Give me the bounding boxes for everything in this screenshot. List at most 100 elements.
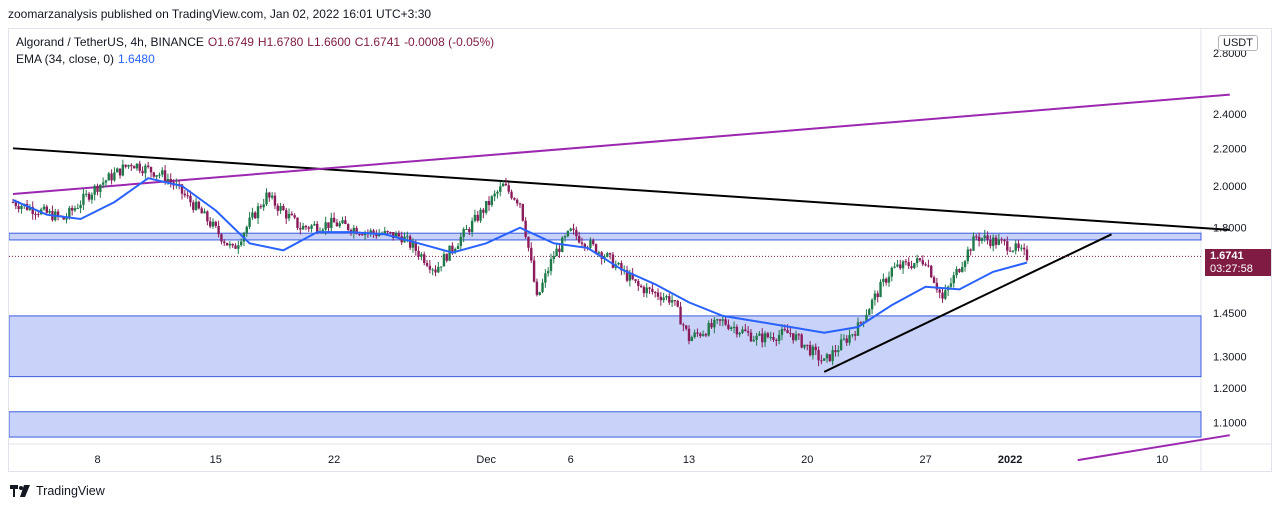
candle-body <box>130 164 133 167</box>
candle-body <box>628 273 632 281</box>
candle-body <box>324 222 327 230</box>
candle-body <box>161 170 164 175</box>
candle-body <box>848 335 851 343</box>
candle-body <box>958 269 961 272</box>
candle-body <box>186 195 189 197</box>
candle-body <box>839 339 843 351</box>
candle-body <box>434 269 437 273</box>
candle-body <box>884 278 888 283</box>
candle-body <box>42 206 46 210</box>
candle-body <box>307 227 310 229</box>
candle-body <box>459 236 463 246</box>
candle-body <box>654 292 657 294</box>
candle-body <box>183 193 187 196</box>
candle-body <box>597 252 601 254</box>
candle-body <box>206 211 209 222</box>
ema-line <box>12 177 1028 334</box>
candle-body <box>124 164 127 167</box>
low-value: L1.6600 <box>307 35 351 49</box>
candle-body <box>335 222 339 227</box>
last-price-badge: 1.6741 03:27:58 <box>1205 249 1271 276</box>
time-tick-label: 13 <box>683 454 695 466</box>
candle-body <box>831 350 834 362</box>
candle-body <box>431 269 434 271</box>
candle-body <box>372 230 375 234</box>
time-tick-label: 27 <box>919 454 931 466</box>
candle-body <box>555 248 558 257</box>
candle-body <box>20 205 23 210</box>
close-value: C1.6741 <box>354 35 401 49</box>
candle-body <box>448 245 451 261</box>
candle-body <box>997 239 1001 245</box>
candle-body <box>144 165 147 174</box>
candle-body <box>107 173 110 181</box>
candle-body <box>301 225 305 230</box>
candle-body <box>485 200 488 213</box>
candle-body <box>490 196 494 206</box>
candle-body <box>775 339 778 341</box>
candle-body <box>777 334 781 341</box>
candle-body <box>662 297 665 301</box>
time-tick-label: 10 <box>1156 454 1168 466</box>
candle-body <box>851 334 854 336</box>
candle-body <box>921 260 924 265</box>
candle-body <box>290 213 294 216</box>
candle-body <box>828 354 832 362</box>
candle-body <box>592 240 595 245</box>
publish-header: zoomarzanalysis published on TradingView… <box>8 7 432 21</box>
tradingview-brand[interactable]: TradingView <box>10 484 105 498</box>
candle-body <box>392 232 395 239</box>
candle-body <box>713 319 716 328</box>
candle-body <box>915 258 919 264</box>
price-chart[interactable]: 2.80002.40002.20002.00001.80001.45001.30… <box>9 29 1271 471</box>
candle-body <box>158 174 161 176</box>
chart-frame[interactable]: 2.8000 2.4000 2.2000 2.0000 1.8000 1.4500 1.30… <box>8 28 1272 472</box>
candle-body <box>715 319 719 321</box>
candle-body <box>451 245 454 252</box>
candle-body <box>79 204 82 209</box>
candle-body <box>45 206 48 213</box>
candle-body <box>893 266 896 268</box>
candle-body <box>414 242 417 251</box>
candle-body <box>521 204 525 221</box>
candle-body <box>625 270 629 281</box>
candle-body <box>752 339 755 342</box>
candle-body <box>118 168 122 176</box>
candle-body <box>901 261 905 269</box>
candle-body <box>800 334 803 348</box>
candle-body <box>853 334 857 336</box>
candle-body <box>882 278 885 282</box>
price-tick-label: 2.0000 <box>1213 181 1247 193</box>
candle-body <box>927 265 930 267</box>
candle-body <box>121 164 125 176</box>
candle-body <box>96 185 99 192</box>
candle-body <box>62 216 65 220</box>
candle-body <box>313 223 316 226</box>
candle-body <box>789 333 792 335</box>
candle-body <box>316 223 319 232</box>
candle-body <box>141 170 144 174</box>
candle-body <box>341 220 344 224</box>
candle-body <box>727 324 730 329</box>
candle-body <box>975 236 978 238</box>
candle-body <box>14 202 18 207</box>
candle-body <box>868 309 871 315</box>
candle-body <box>262 204 265 208</box>
candle-body <box>470 220 474 233</box>
candle-body <box>155 175 158 177</box>
candle-body <box>468 229 471 233</box>
candle-body <box>220 234 223 242</box>
candle-body <box>896 264 899 267</box>
candle-body <box>944 290 947 299</box>
candle-body <box>1022 247 1026 250</box>
candle-body <box>972 236 975 251</box>
candle-body <box>873 293 877 300</box>
candle-body <box>890 267 893 277</box>
candle-body <box>352 228 356 233</box>
candle-body <box>696 332 699 334</box>
candle-body <box>1000 239 1003 241</box>
currency-badge[interactable]: USDT <box>1218 35 1258 51</box>
candle-body <box>93 185 96 195</box>
candle-body <box>701 334 705 336</box>
candle-body <box>707 323 710 336</box>
